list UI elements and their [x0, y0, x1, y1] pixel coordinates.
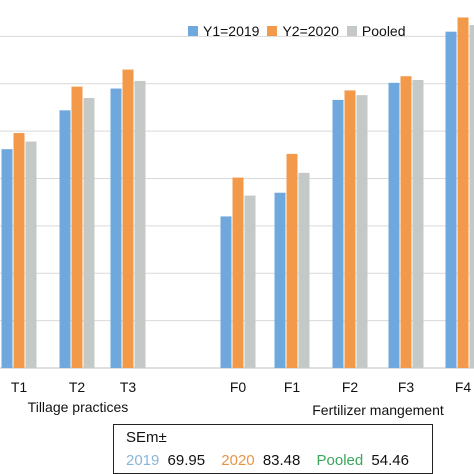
sem-box: SEm± 2019 69.95 2020 83.48 Pooled 54.46	[113, 424, 433, 474]
x-tick-label: F1	[284, 379, 301, 395]
x-tick-label: F4	[455, 379, 472, 395]
group-label: Tillage practices	[28, 399, 129, 415]
legend-swatch-y2	[267, 26, 278, 36]
legend-label-y1: Y1=2019	[203, 23, 260, 39]
legend-item-y1: Y1=2019	[188, 23, 259, 39]
legend-swatch-y1	[188, 26, 198, 36]
bar-t1-s2	[13, 133, 25, 368]
legend-label-pooled: Pooled	[361, 23, 406, 39]
bar-f1-s2	[286, 153, 298, 368]
bar-t3-s2	[122, 69, 134, 368]
bar-f4-s1	[445, 31, 457, 369]
group-label: Fertilizer mangement	[312, 402, 444, 418]
bar-f2-s1	[332, 99, 344, 368]
chart-legend: Y1=2019 Y2=2020 Pooled	[188, 21, 406, 41]
sem-label-2019: 2019	[126, 452, 160, 469]
bar-t2-s3	[83, 98, 95, 368]
sem-value-2020: 83.48	[262, 452, 301, 469]
bar-t2-s1	[59, 110, 71, 368]
x-tick-label: F0	[230, 379, 247, 395]
x-tick-label: T3	[120, 379, 137, 395]
sem-label-pooled: Pooled	[316, 452, 364, 469]
bar-t3-s1	[110, 88, 122, 369]
bar-t2-s2	[71, 86, 83, 368]
bar-t3-s3	[134, 80, 146, 369]
bar-f1-s1	[274, 192, 286, 368]
legend-item-pooled: Pooled	[346, 23, 406, 39]
bar-t1-s3	[25, 141, 37, 368]
bar-f3-s3	[412, 80, 424, 368]
x-tick-label: F3	[398, 379, 415, 395]
bar-f4-s2	[457, 17, 469, 368]
sem-label-2020: 2020	[221, 452, 255, 469]
x-tick-label: F2	[342, 379, 359, 395]
bar-t1-s1	[1, 149, 13, 368]
bar-f2-s2	[344, 90, 356, 368]
legend-label-y2: Y2=2020	[282, 23, 339, 39]
bar-f3-s2	[400, 76, 412, 369]
sem-value-2019: 69.95	[167, 452, 206, 469]
x-tick-label: T2	[69, 379, 86, 395]
bar-f0-s3	[244, 195, 256, 368]
bar-f1-s3	[298, 172, 310, 368]
bar-f3-s1	[388, 82, 400, 368]
bar-f0-s2	[232, 177, 244, 368]
bar-f4-s3	[469, 25, 474, 368]
legend-item-y2: Y2=2020	[267, 23, 339, 39]
sem-values-row: 2019 69.95 2020 83.48 Pooled 54.46	[126, 452, 421, 469]
legend-swatch-pooled	[346, 26, 357, 36]
sem-title: SEm±	[126, 429, 167, 446]
bar-f2-s3	[356, 95, 368, 368]
x-tick-label: T1	[11, 379, 28, 395]
sem-value-pooled: 54.46	[371, 452, 409, 469]
bar-f0-s1	[220, 216, 232, 368]
